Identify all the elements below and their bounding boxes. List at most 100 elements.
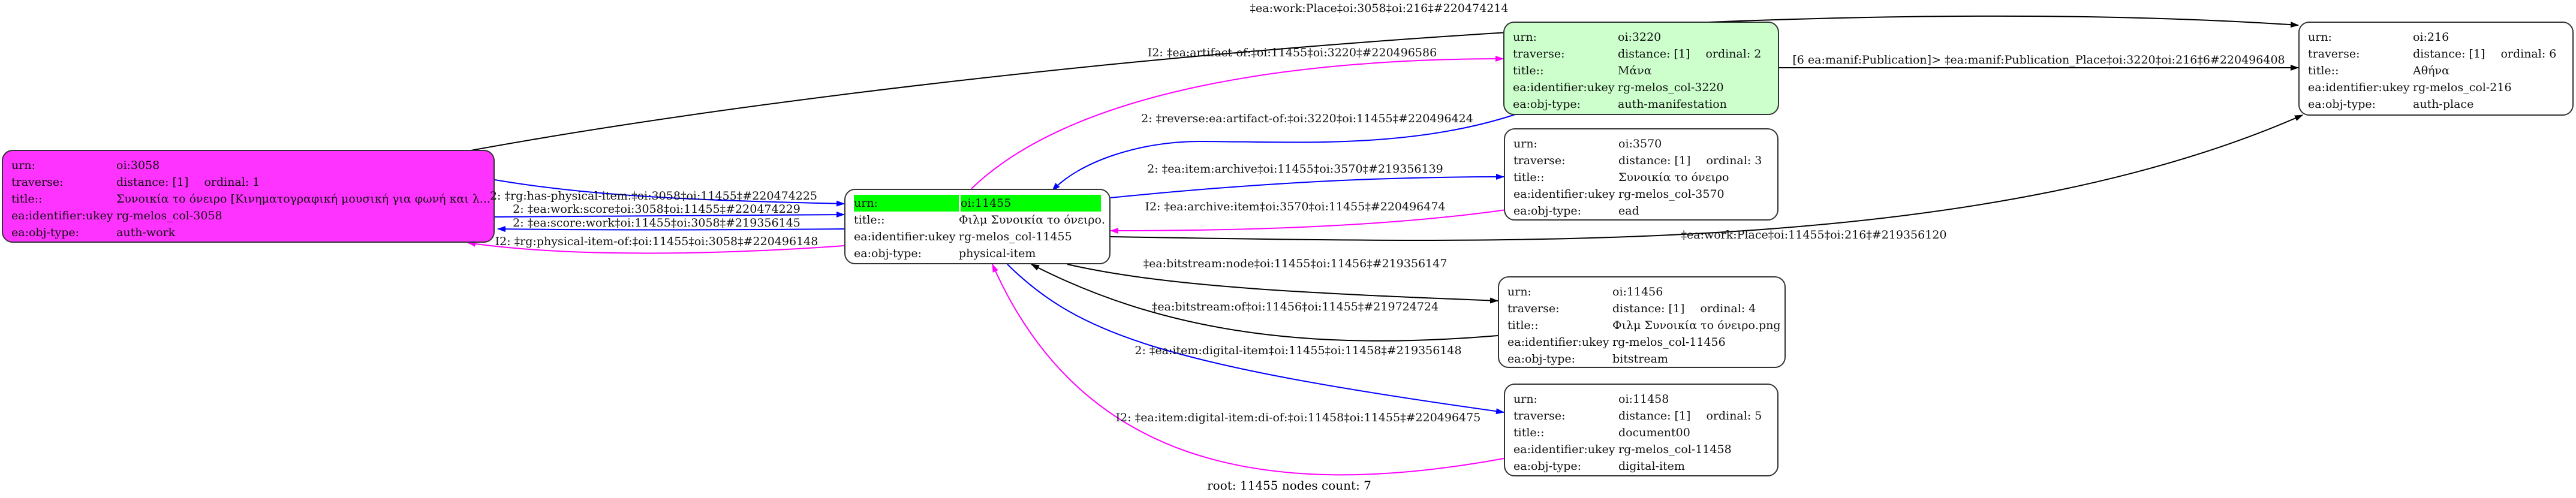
row-key: title::	[1513, 171, 1545, 184]
node-row: ea:obj-type: physical-item	[854, 245, 1101, 262]
edge-n3058-n11455	[494, 179, 845, 207]
row-value: oi:216	[2413, 29, 2564, 46]
row-value: rg-melos_col-11456	[1612, 334, 1776, 351]
row-ordinal: ordinal: 5	[1706, 409, 1762, 422]
row-value-text: distance: [1]	[116, 176, 189, 189]
edge-n11456-n11455	[1031, 264, 1498, 342]
row-key: ea:identifier:ukey	[1513, 443, 1615, 456]
node-row: traverse: distance: [1] ordinal: 2	[1513, 46, 1770, 62]
edge-label: ‡ea:bitstream:node‡oi:11455‡oi:11456‡#21…	[1143, 257, 1448, 270]
node-row: ea:obj-type: bitstream	[1507, 351, 1776, 367]
row-key: traverse:	[11, 176, 64, 189]
row-value: oi:3058	[116, 157, 485, 174]
row-value-text: oi:3220	[1618, 31, 1662, 44]
node-row: title:: Μάνα	[1513, 62, 1770, 79]
edge-label: ‡ea:work:Place‡oi:3058‡oi:216‡#220474214	[1250, 2, 1509, 15]
row-value-text: Συνοικία το όνειρο [Κινηματογραφική μουσ…	[116, 192, 490, 206]
row-value-text: physical-item	[959, 247, 1036, 260]
row-ordinal: ordinal: 1	[204, 176, 260, 189]
row-key: urn:	[11, 159, 35, 172]
row-key: ea:obj-type:	[854, 247, 922, 260]
graph-node-n3220[interactable]: urn: oi:3220 traverse: distance: [1] ordinal…	[1503, 22, 1779, 115]
node-row: urn: oi:11458	[1513, 391, 1769, 408]
row-value-text: digital-item	[1618, 460, 1685, 473]
row-ordinal: ordinal: 4	[1700, 302, 1756, 315]
row-value-text: oi:11455	[961, 197, 1012, 210]
edge-n11455-n3058	[497, 226, 845, 233]
row-key: ea:obj-type:	[1513, 98, 1581, 111]
node-row: ea:identifier:ukey rg-melos_col-3058	[11, 207, 485, 224]
row-key: title::	[1507, 319, 1539, 332]
row-value: oi:3220	[1618, 29, 1770, 46]
edge-label: 2: ‡reverse:ea:artifact-of:‡oi:3220‡oi:1…	[1141, 112, 1473, 125]
graph-node-n3570[interactable]: urn: oi:3570 traverse: distance: [1] ordinal…	[1504, 128, 1778, 221]
edge-label: ‡ea:work:Place‡oi:11455‡oi:216‡#21935612…	[1681, 228, 1947, 242]
row-value-text: Συνοικία το όνειρο	[1618, 171, 1729, 184]
edge-n11455-n3220	[971, 56, 1504, 189]
row-key: urn:	[854, 195, 959, 212]
row-value: physical-item	[959, 245, 1101, 262]
row-key: ea:identifier:ukey	[854, 230, 956, 243]
row-value: Μάνα	[1618, 62, 1770, 79]
row-key: title::	[854, 213, 885, 227]
row-value: distance: [1] ordinal: 6	[2413, 46, 2564, 62]
edge-label: ‡ea:bitstream:of‡oi:11456‡oi:11455‡#2197…	[1151, 300, 1439, 313]
row-value: Συνοικία το όνειρο	[1618, 169, 1769, 186]
row-value-text: distance: [1]	[1618, 409, 1691, 422]
row-ordinal: ordinal: 2	[1705, 47, 1762, 61]
row-value-text: rg-melos_col-11455	[959, 230, 1072, 243]
row-key: title::	[1513, 64, 1544, 77]
node-row: ea:identifier:ukey rg-melos_col-3570	[1513, 186, 1769, 203]
node-row: title:: Συνοικία το όνειρο	[1513, 169, 1769, 186]
row-key: ea:obj-type:	[2308, 98, 2376, 111]
row-value: auth-work	[116, 224, 485, 241]
row-value-text: distance: [1]	[1618, 154, 1691, 167]
row-value-text: rg-melos_col-3220	[1618, 81, 1724, 94]
row-value-text: rg-melos_col-3058	[116, 209, 222, 222]
row-key: ea:identifier:ukey	[1507, 336, 1609, 349]
edge-n11458-n11455	[992, 264, 1504, 476]
node-row: title:: Φιλμ Συνοικία το όνειρο.	[854, 212, 1105, 228]
row-value-text: rg-melos_col-11456	[1612, 336, 1726, 349]
row-key: ea:obj-type:	[1513, 204, 1582, 218]
graph-node-n216[interactable]: urn: oi:216 traverse: distance: [1] ordinal:…	[2298, 22, 2574, 116]
edge-n3058-n216	[467, 15, 2299, 152]
graph-node-n11458[interactable]: urn: oi:11458 traverse: distance: [1] ordina…	[1504, 384, 1778, 476]
node-row: ea:identifier:ukey rg-melos_col-3220	[1513, 79, 1770, 96]
row-key: ea:obj-type:	[1507, 352, 1576, 366]
graph-node-n3058[interactable]: urn: oi:3058 traverse: distance: [1] ordinal…	[2, 150, 495, 243]
row-key: ea:identifier:ukey	[1513, 81, 1615, 94]
row-value-text: Φιλμ Συνοικία το όνειρο.png	[1612, 319, 1781, 332]
row-value-text: Φιλμ Συνοικία το όνειρο.	[959, 213, 1105, 227]
row-value: oi:11458	[1618, 391, 1769, 408]
edge-label: 2: ‡ea:item:archive‡oi:11455‡oi:3570‡#21…	[1147, 162, 1443, 176]
row-value-text: distance: [1]	[1612, 302, 1685, 315]
node-row: title:: Φιλμ Συνοικία το όνειρο.png	[1507, 317, 1781, 334]
row-value: Συνοικία το όνειρο [Κινηματογραφική μουσ…	[116, 191, 490, 207]
row-value-text: rg-melos_col-3570	[1618, 188, 1725, 201]
node-row: traverse: distance: [1] ordinal: 4	[1507, 300, 1776, 317]
graph-node-n11456[interactable]: urn: oi:11456 traverse: distance: [1] ordina…	[1498, 276, 1786, 368]
row-key: traverse:	[1513, 47, 1565, 61]
row-key: urn:	[1507, 285, 1531, 298]
row-value: Φιλμ Συνοικία το όνειρο.	[959, 212, 1105, 228]
row-key: traverse:	[1513, 154, 1566, 167]
edge-n3058-n11455	[494, 212, 845, 218]
graph-footer: root: 11455 nodes count: 7	[1207, 478, 1371, 493]
row-value-text: oi:11456	[1612, 285, 1663, 298]
node-row: ea:obj-type: digital-item	[1513, 458, 1769, 475]
row-value-text: distance: [1]	[2413, 47, 2485, 61]
edge-n11455-n3058	[467, 240, 845, 254]
row-value: rg-melos_col-3220	[1618, 79, 1770, 96]
row-value-text: auth-work	[116, 226, 176, 239]
row-value-text: rg-melos_col-216	[2413, 81, 2512, 94]
row-key: traverse:	[1513, 409, 1566, 422]
row-key: title::	[2308, 64, 2339, 77]
edge-label: I2: ‡ea:item:digital-item:di-of:‡oi:1145…	[1115, 411, 1481, 424]
edge-label: I2: ‡ea:archive:item‡oi:3570‡oi:11455‡#2…	[1145, 200, 1446, 213]
row-value-text: bitstream	[1612, 352, 1668, 366]
edge-n3570-n11455	[1110, 209, 1507, 234]
row-key: title::	[1513, 426, 1545, 439]
